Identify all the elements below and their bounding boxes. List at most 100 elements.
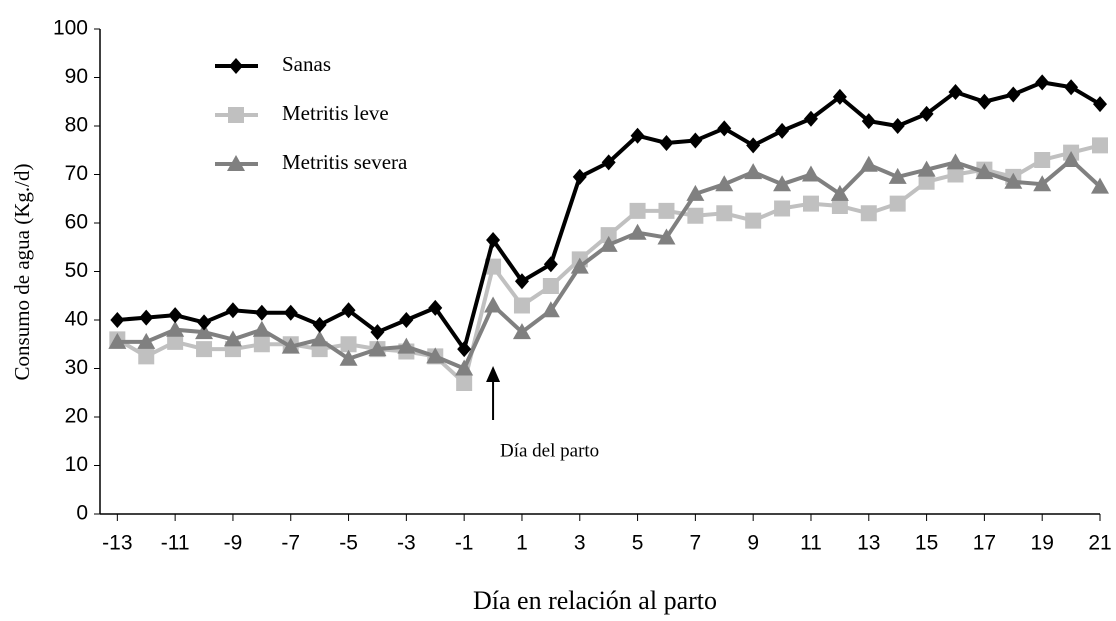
point [717,120,732,137]
y-tick-label: 60 [65,211,88,234]
legend-label: Sanas [282,52,331,76]
x-axis-label: Día en relación al parto [473,586,717,615]
point [715,175,734,192]
point [890,118,905,134]
point [801,165,820,182]
point [630,127,645,144]
y-tick-label: 20 [65,405,88,428]
point [975,163,994,180]
y-tick-label: 30 [65,356,88,379]
point [629,202,646,219]
x-tick-label: 21 [1088,532,1111,555]
point [599,235,618,252]
point [601,154,616,171]
x-tick-label: -11 [161,532,190,555]
point [195,323,214,340]
point [397,337,416,354]
point [686,184,705,201]
point [137,332,156,349]
point [455,359,474,376]
x-tick-label: 19 [1031,532,1054,555]
point [310,330,329,347]
point [514,273,529,290]
point [283,304,298,321]
point [253,336,270,353]
x-tick-label: -1 [455,532,474,555]
point [688,132,703,149]
point [457,341,472,358]
point [370,324,385,341]
x-tick-label: -5 [339,532,358,555]
point [197,314,212,331]
y-tick-label: 100 [53,17,88,40]
legend-marker [229,58,243,74]
x-tick-label: 11 [800,532,822,555]
point [368,340,387,357]
point [166,320,185,337]
point [1091,177,1109,194]
point [1062,150,1081,167]
point [947,166,964,183]
point [1004,172,1023,189]
point [744,163,763,180]
point [570,257,589,274]
point [1064,79,1079,96]
point [399,312,414,328]
point [775,122,790,139]
point [542,278,559,295]
point [746,137,761,154]
point [657,228,676,245]
x-tick-label: -9 [224,532,243,555]
x-tick-label: 5 [632,532,644,555]
point [428,299,443,316]
y-tick-label: 50 [65,259,88,282]
point [658,202,675,219]
point [687,207,704,224]
x-tick-label: -7 [281,532,300,555]
point [803,110,818,127]
point [830,184,849,201]
point [802,195,819,212]
x-tick-label: 15 [915,532,938,555]
x-tick-label: 9 [747,532,759,555]
point [484,296,503,313]
point [168,307,183,324]
point [918,173,935,190]
point [1033,175,1052,192]
x-tick-label: 17 [973,532,996,555]
point [341,302,356,319]
legend-marker [227,155,245,171]
y-tick-label: 10 [65,453,88,476]
point [889,195,906,212]
point [948,84,963,101]
x-tick-label: 13 [857,532,880,555]
point [919,105,934,122]
point [456,375,473,392]
point [486,231,501,248]
point [543,256,558,273]
point [1092,137,1108,154]
point [832,88,847,105]
point [339,349,358,366]
point [859,155,878,172]
point [860,205,877,222]
x-tick-label: 3 [574,532,586,555]
point [138,348,155,365]
y-tick-label: 80 [65,114,88,137]
y-tick-label: 70 [65,162,88,185]
annotation-arrowhead [486,366,501,382]
point [659,134,674,151]
point [541,301,560,318]
point [254,304,269,321]
point [1093,96,1107,113]
point [108,332,127,349]
x-tick-label: -3 [397,532,416,555]
point [917,160,936,177]
point [600,227,617,244]
point [110,312,125,328]
point [628,223,647,240]
point [831,198,848,215]
point [312,316,327,333]
x-tick-label: -13 [102,532,132,555]
